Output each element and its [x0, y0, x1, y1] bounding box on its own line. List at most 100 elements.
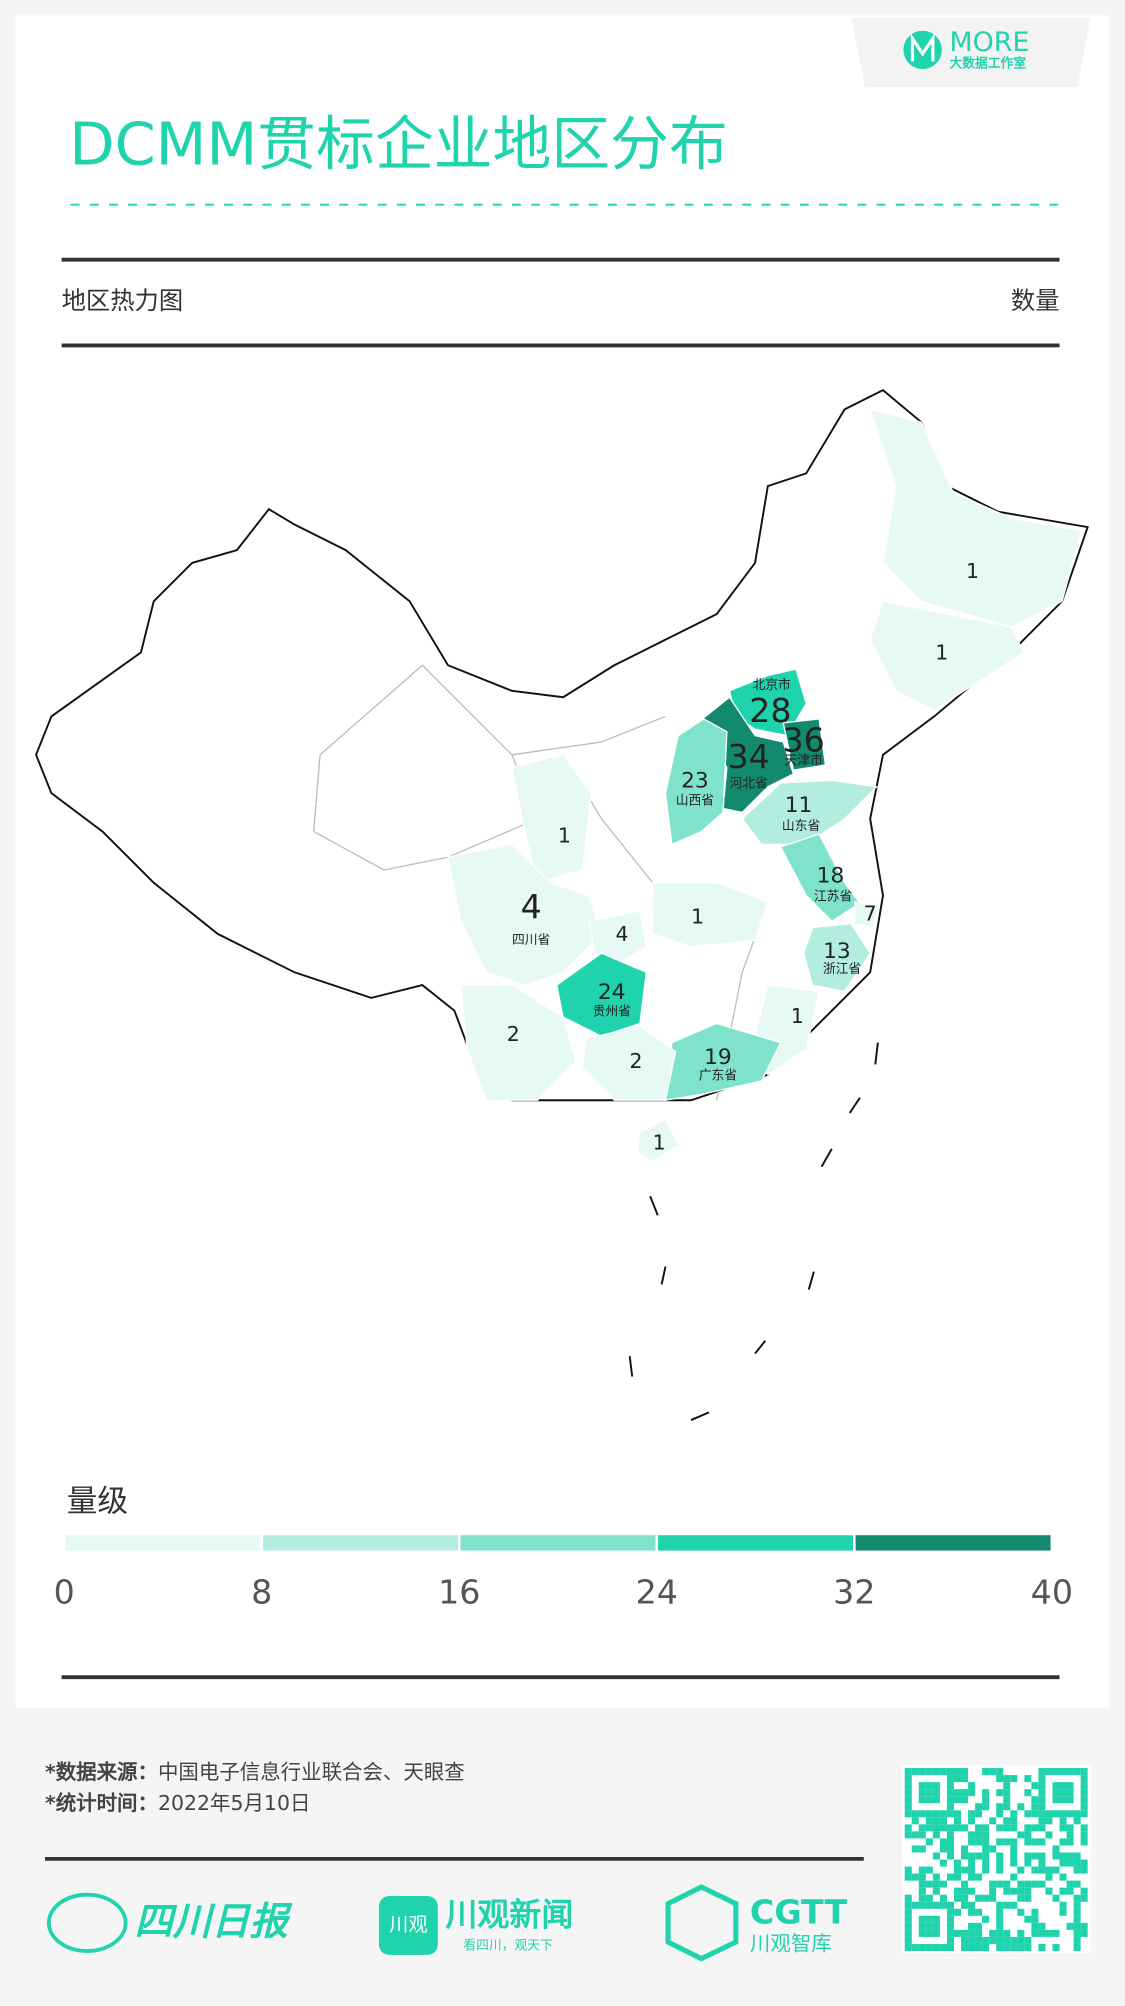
legend-title: 量级 [67, 1485, 128, 1520]
qr-module [1066, 1782, 1074, 1790]
qr-module [1003, 1887, 1011, 1895]
qr-module [911, 1810, 919, 1818]
legend-tick-label: 24 [636, 1573, 678, 1612]
qr-module [1052, 1796, 1060, 1804]
qr-module [996, 1789, 1004, 1797]
qr-module [1059, 1852, 1067, 1860]
qr-module [904, 1866, 912, 1874]
qr-module [946, 1901, 954, 1909]
qr-module [1038, 1810, 1046, 1818]
qr-module [1010, 1852, 1018, 1860]
qr-module [1080, 1922, 1088, 1930]
qr-module [1003, 1782, 1011, 1790]
qr-module [1024, 1859, 1032, 1867]
qr-module [982, 1831, 990, 1839]
qr-module [946, 1768, 954, 1776]
qr-module [1031, 1782, 1039, 1790]
qr-module [918, 1915, 926, 1923]
qr-module [975, 1908, 983, 1916]
qr-module [1073, 1866, 1081, 1874]
qr-module [961, 1796, 969, 1804]
region-value: 2 [507, 1022, 520, 1046]
qr-module [1024, 1831, 1032, 1839]
region-name: 浙江省 [823, 962, 862, 977]
region [854, 901, 879, 927]
qr-module [1080, 1768, 1088, 1776]
qr-module [1066, 1796, 1074, 1804]
qr-module [946, 1838, 954, 1846]
legend-tick-label: 0 [54, 1573, 75, 1612]
qr-module [1003, 1803, 1011, 1811]
qr-module [904, 1908, 912, 1916]
qr-module [996, 1866, 1004, 1874]
qr-module [904, 1775, 912, 1783]
logo-icon [46, 1892, 128, 1953]
qr-module [975, 1803, 983, 1811]
region-value: 1 [691, 904, 704, 928]
qr-module [996, 1880, 1004, 1888]
qr-module [1010, 1873, 1018, 1881]
qr-module [918, 1831, 926, 1839]
qr-module [1059, 1908, 1067, 1916]
qr-module [1031, 1866, 1039, 1874]
logo-text: 川观新闻 [445, 1895, 573, 1933]
qr-module [1017, 1894, 1025, 1902]
qr-module [1059, 1859, 1067, 1867]
qr-module [982, 1796, 990, 1804]
qr-module [904, 1824, 912, 1832]
qr-module [1059, 1838, 1067, 1846]
qr-module [932, 1922, 940, 1930]
legend-swatch [855, 1535, 1051, 1551]
source-text: 中国电子信息行业联合会、天眼查 [158, 1760, 465, 1784]
qr-module [968, 1838, 976, 1846]
qr-module [996, 1936, 1004, 1944]
qr-module [968, 1922, 976, 1930]
qr-module [939, 1894, 947, 1902]
qr-module [1059, 1901, 1067, 1909]
qr-module [918, 1922, 926, 1930]
qr-module [961, 1852, 969, 1860]
qr-module [1038, 1817, 1046, 1825]
qr-module [1017, 1936, 1025, 1944]
qr-module [946, 1915, 954, 1923]
qr-module [989, 1817, 997, 1825]
source-line: *数据来源：中国电子信息行业联合会、天眼查 [45, 1760, 465, 1784]
region-name: 山西省 [676, 793, 715, 808]
qr-module [968, 1908, 976, 1916]
qr-module [1024, 1915, 1032, 1923]
qr-module [918, 1782, 926, 1790]
qr-module [982, 1838, 990, 1846]
region [652, 882, 769, 948]
qr-module [1031, 1908, 1039, 1916]
qr-module [911, 1768, 919, 1776]
qr-module [1010, 1838, 1018, 1846]
qr-module [982, 1803, 990, 1811]
qr-module [1066, 1887, 1074, 1895]
qr-module [1080, 1789, 1088, 1797]
qr-module [1052, 1894, 1060, 1902]
qr-module [961, 1768, 969, 1776]
qr-module [1024, 1852, 1032, 1860]
qr-module [904, 1894, 912, 1902]
qr-module [1080, 1782, 1088, 1790]
qr-module [918, 1880, 926, 1888]
qr-module [1045, 1873, 1053, 1881]
qr-module [946, 1845, 954, 1853]
qr-module [989, 1880, 997, 1888]
qr-module [932, 1887, 940, 1895]
logo-text: 川观智库 [750, 1932, 832, 1956]
region-value: 7 [864, 902, 877, 926]
qr-module [946, 1852, 954, 1860]
region [869, 408, 1083, 628]
legend-swatch [658, 1535, 854, 1551]
qr-module [982, 1915, 990, 1923]
region [802, 923, 871, 993]
qr-module [961, 1824, 969, 1832]
legend: 0 8 16 24 32 40 [54, 1535, 1073, 1612]
qr-module [925, 1796, 933, 1804]
qr-module [1045, 1831, 1053, 1839]
qr-module [953, 1775, 962, 1783]
qr-module [925, 1789, 933, 1797]
qr-module [982, 1866, 990, 1874]
